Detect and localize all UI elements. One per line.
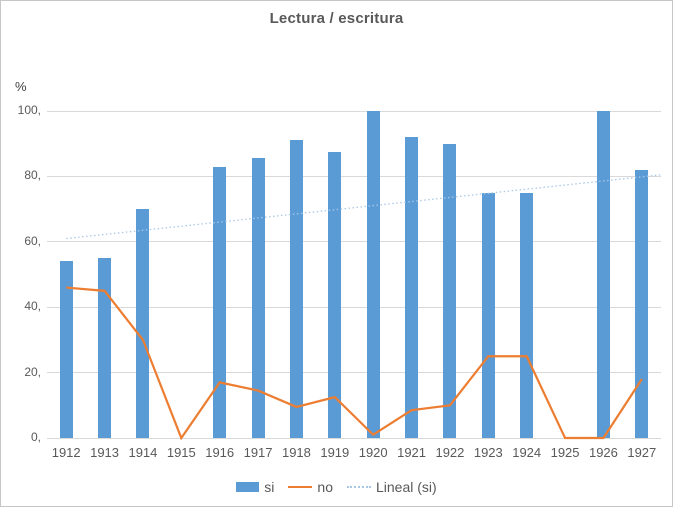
plot-area [47,110,662,441]
bar-si-1919 [328,151,342,438]
x-tick-label-1925: 1925 [550,445,580,460]
x-tick-label-1917: 1917 [243,445,273,460]
x-tick-label-1924: 1924 [512,445,542,460]
x-tick-label-1914: 1914 [128,445,158,460]
chart-title: Lectura / escritura [269,10,404,27]
gridline-40 [47,306,661,308]
x-tick-label-1912: 1912 [51,445,81,460]
y-tick-label-60: 60, [24,233,41,248]
legend-label-si: si [264,479,275,495]
bar-si-1922 [443,143,457,438]
gridline-0 [47,437,661,439]
bar-si-1923 [481,192,495,438]
gridline-80 [47,175,661,177]
legend-label-no: no [317,479,333,495]
y-tick-label-80: 80, [24,168,41,183]
line-series-layer [66,174,662,441]
bar-si-1917 [251,158,265,438]
legend: si no Lineal (si) [1,479,672,495]
legend-item-no: no [288,479,333,495]
y-tick-label-0: 0, [30,430,41,444]
bar-si-1924 [520,192,534,438]
x-tick-label-1915: 1915 [166,445,196,460]
legend-item-lineal-si: Lineal (si) [347,479,437,495]
bar-si-1920 [366,111,380,438]
x-tick-label-1927: 1927 [627,445,657,460]
bar-si-1912 [59,261,73,438]
gridline-100 [47,110,661,112]
x-tick-label-1922: 1922 [435,445,465,460]
bar-si-1926 [596,111,610,438]
bar-si-1916 [213,166,227,438]
y-axis-unit-label: % [15,79,27,94]
y-tick-label-20: 20, [24,364,41,379]
line-no [66,286,643,441]
legend-label-lineal-si: Lineal (si) [376,479,437,495]
x-tick-label-1918: 1918 [281,445,311,460]
x-tick-label-1919: 1919 [320,445,350,460]
si-bar-swatch-icon [236,482,260,492]
trendline-swatch-icon [347,486,371,488]
gridline-60 [47,241,661,243]
x-tick-label-1926: 1926 [588,445,618,460]
bar-si-1914 [136,209,150,438]
bar-si-1913 [98,258,112,438]
bar-si-1927 [635,169,649,438]
x-tick-label-1916: 1916 [205,445,235,460]
x-tick-label-1913: 1913 [90,445,120,460]
y-tick-label-100: 100, [17,103,41,117]
y-tick-label-40: 40, [24,299,41,314]
trendline-lineal-si [66,174,662,240]
bar-si-1921 [405,137,419,438]
gridline-20 [47,372,661,374]
x-tick-label-1920: 1920 [358,445,388,460]
x-tick-label-1923: 1923 [473,445,503,460]
x-tick-label-1921: 1921 [397,445,427,460]
no-line-swatch-icon [288,486,313,488]
legend-item-si: si [236,479,274,495]
